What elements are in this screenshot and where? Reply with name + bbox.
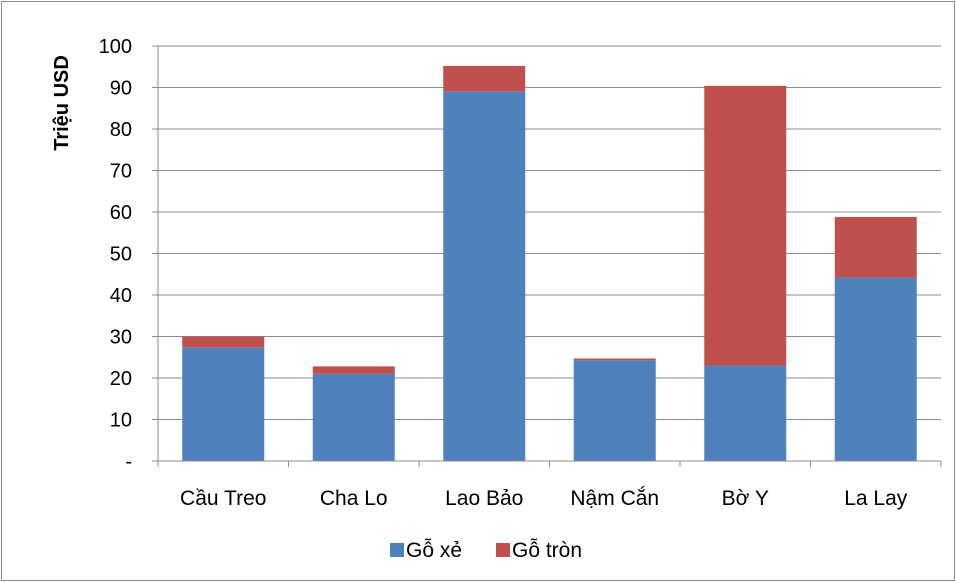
- x-tick-label: La Lay: [844, 487, 908, 510]
- y-tick-label: 30: [110, 327, 132, 349]
- bar-segment: [573, 360, 656, 461]
- x-tick-labels: Cầu Treo Cha Lo Lao Bảo Nậm Cắn Bờ Y La Lay: [180, 487, 908, 510]
- y-tick-label: 60: [110, 202, 132, 224]
- legend: Gỗ xẻ Gỗ tròn: [390, 539, 582, 562]
- bar-segment: [834, 277, 917, 461]
- y-tick-label: 10: [110, 410, 132, 432]
- x-tick-label: Cha Lo: [320, 487, 388, 510]
- y-tick-label: 90: [110, 78, 132, 100]
- bars: [182, 65, 917, 462]
- y-tick-label: 100: [99, 36, 132, 58]
- axes: [152, 45, 942, 467]
- x-tick-label: Nậm Cắn: [570, 487, 659, 510]
- x-tick-label: Cầu Treo: [180, 487, 266, 510]
- y-axis-title: Triệu USD: [51, 55, 73, 151]
- y-tick-label: 40: [110, 285, 132, 307]
- bar-segment: [573, 358, 656, 361]
- bar-segment: [704, 85, 787, 366]
- y-tick-label: 70: [110, 161, 132, 183]
- bar-segment: [834, 216, 917, 278]
- y-tick-label: 50: [110, 244, 132, 266]
- legend-label: Gỗ tròn: [512, 539, 582, 562]
- x-tick-label: Lao Bảo: [445, 487, 523, 510]
- bar-segment: [182, 347, 265, 461]
- y-tick-label: -: [125, 451, 132, 473]
- bar-segment: [443, 65, 526, 92]
- legend-swatch: [496, 543, 510, 557]
- y-tick-label: 20: [110, 368, 132, 390]
- legend-swatch: [390, 543, 404, 557]
- bar-segment: [704, 365, 787, 461]
- bar-segment: [312, 373, 395, 461]
- gridlines: [158, 45, 941, 420]
- x-tick-label: Bờ Y: [722, 487, 769, 510]
- legend-label: Gỗ xẻ: [406, 539, 462, 562]
- bar-segment: [312, 366, 395, 374]
- y-tick-labels: - 10 20 30 40 50 60 70 80 90 100: [99, 36, 132, 473]
- y-tick-label: 80: [110, 119, 132, 141]
- bar-segment: [182, 336, 265, 348]
- bar-segment: [443, 91, 526, 462]
